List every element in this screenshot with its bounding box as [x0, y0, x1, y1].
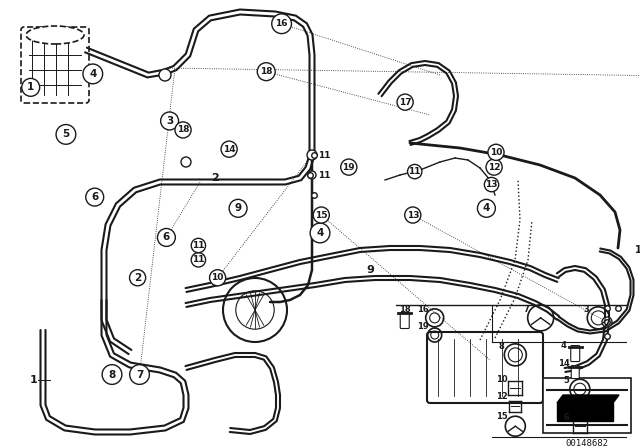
Circle shape [22, 78, 40, 96]
Text: 12: 12 [495, 392, 508, 401]
Circle shape [130, 365, 149, 384]
Circle shape [56, 125, 76, 144]
Text: 17: 17 [399, 98, 412, 107]
Circle shape [102, 365, 122, 384]
Circle shape [272, 14, 291, 34]
Text: 7: 7 [136, 370, 143, 379]
Text: 11: 11 [408, 167, 421, 176]
Circle shape [129, 270, 146, 286]
Circle shape [209, 270, 226, 286]
Circle shape [488, 144, 504, 160]
FancyBboxPatch shape [571, 345, 580, 362]
Text: 1: 1 [27, 82, 35, 92]
Text: 18: 18 [399, 305, 410, 314]
Text: 5: 5 [563, 376, 569, 385]
Text: 4: 4 [561, 340, 566, 349]
Text: 10: 10 [211, 273, 224, 282]
Text: 17: 17 [635, 245, 640, 255]
Circle shape [477, 199, 495, 217]
Circle shape [602, 317, 612, 327]
Text: 3: 3 [166, 116, 173, 126]
Circle shape [181, 157, 191, 167]
Text: 18: 18 [260, 67, 273, 76]
Polygon shape [557, 395, 619, 403]
Text: 7: 7 [524, 305, 530, 314]
Text: 11: 11 [192, 255, 205, 264]
Circle shape [308, 171, 316, 179]
Circle shape [486, 159, 502, 175]
Text: 2: 2 [134, 273, 141, 283]
FancyBboxPatch shape [572, 366, 579, 379]
Polygon shape [557, 403, 613, 421]
Text: 16: 16 [275, 19, 288, 28]
Circle shape [313, 207, 330, 223]
Text: 3: 3 [584, 305, 589, 314]
Circle shape [86, 188, 104, 206]
Text: 11: 11 [192, 241, 205, 250]
Circle shape [408, 164, 422, 179]
Circle shape [307, 150, 317, 160]
Text: 9: 9 [366, 265, 374, 275]
FancyBboxPatch shape [21, 27, 89, 103]
Text: 19: 19 [417, 322, 429, 331]
Circle shape [340, 159, 357, 175]
Circle shape [257, 63, 275, 81]
Circle shape [229, 199, 247, 217]
Circle shape [175, 122, 191, 138]
Circle shape [191, 238, 205, 253]
Text: 5: 5 [62, 129, 70, 139]
Text: 4: 4 [316, 228, 324, 238]
Circle shape [397, 94, 413, 110]
Text: 18: 18 [177, 125, 189, 134]
Circle shape [404, 207, 421, 223]
Text: 15: 15 [315, 211, 328, 220]
Text: 13: 13 [485, 180, 498, 189]
Circle shape [157, 228, 175, 246]
Text: 8: 8 [108, 370, 116, 379]
Text: 2: 2 [211, 173, 219, 183]
Text: 8: 8 [499, 342, 504, 351]
Circle shape [159, 69, 171, 81]
Text: 4: 4 [483, 203, 490, 213]
Text: 19: 19 [342, 163, 355, 172]
Text: 9: 9 [234, 203, 242, 213]
Text: 11: 11 [318, 171, 330, 180]
Text: 1: 1 [30, 375, 38, 385]
Circle shape [83, 64, 102, 84]
Text: 00148682: 00148682 [566, 439, 609, 448]
Text: 13: 13 [406, 211, 419, 220]
Ellipse shape [26, 26, 84, 44]
Circle shape [484, 177, 499, 192]
Circle shape [191, 253, 205, 267]
Circle shape [161, 112, 179, 130]
Text: 11: 11 [318, 151, 330, 159]
Circle shape [221, 141, 237, 157]
FancyBboxPatch shape [427, 332, 543, 403]
Text: 10: 10 [490, 148, 502, 157]
Circle shape [310, 223, 330, 243]
Text: 14: 14 [223, 145, 236, 154]
Bar [543, 378, 631, 433]
Text: 4: 4 [89, 69, 97, 79]
Text: 6: 6 [563, 413, 569, 422]
FancyBboxPatch shape [400, 313, 409, 328]
Text: 6: 6 [91, 192, 99, 202]
Text: 15: 15 [495, 412, 508, 421]
Text: 16: 16 [417, 305, 429, 314]
Text: 12: 12 [488, 163, 500, 172]
Text: 14: 14 [558, 359, 570, 368]
Text: 10: 10 [496, 375, 508, 384]
Text: 6: 6 [163, 233, 170, 242]
